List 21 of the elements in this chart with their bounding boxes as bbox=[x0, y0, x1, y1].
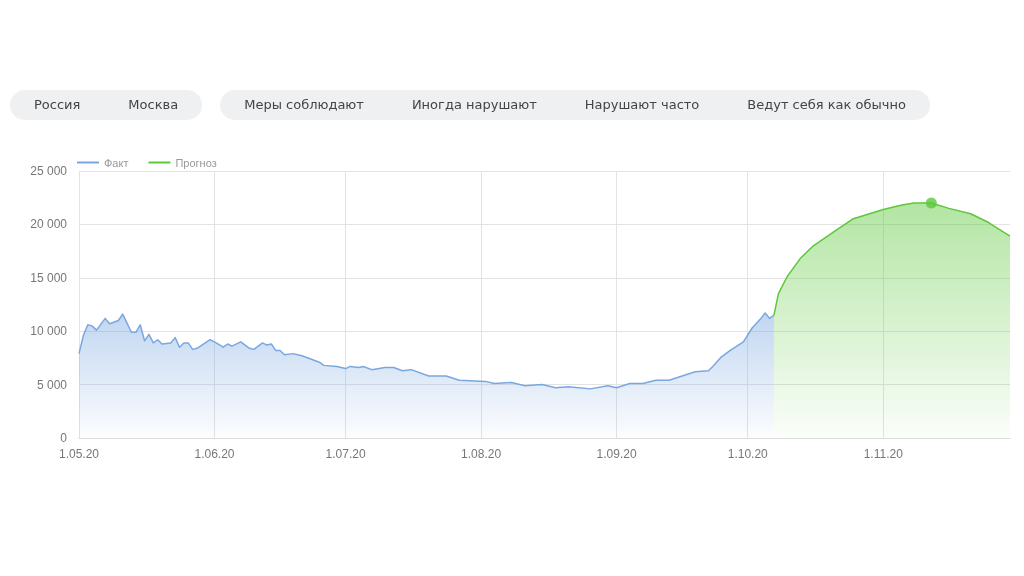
legend-label: Прогноз bbox=[175, 156, 217, 169]
y-tick-label: 15 000 bbox=[30, 270, 68, 285]
y-tick-label: 25 000 bbox=[30, 164, 68, 178]
y-tick-label: 0 bbox=[60, 431, 68, 445]
y-tick-label: 5 000 bbox=[36, 377, 68, 392]
text: Москва bbox=[127, 96, 180, 114]
text: Меры соблюдают bbox=[243, 96, 365, 114]
x-tick-label: 1.09.20 bbox=[596, 447, 637, 461]
x-tick-label: 1.10.20 bbox=[727, 447, 769, 461]
y-tick-label: 20 000 bbox=[30, 217, 68, 232]
text: Иногда нарушают bbox=[410, 96, 538, 114]
x-tick-label: 1.06.20 bbox=[194, 447, 235, 461]
x-tick-label: 1.05.20 bbox=[58, 447, 100, 461]
x-tick-label: 1.08.20 bbox=[461, 447, 502, 461]
y-tick-label: 10 000 bbox=[30, 324, 68, 339]
text: Нарушают часто bbox=[583, 96, 701, 114]
text: Россия bbox=[33, 96, 82, 114]
text: Ведут себя как обычно bbox=[746, 96, 907, 114]
x-tick-label: 1.11.20 bbox=[863, 447, 904, 461]
x-tick-label: 1.07.20 bbox=[325, 447, 366, 461]
legend-label: Факт bbox=[104, 156, 129, 169]
